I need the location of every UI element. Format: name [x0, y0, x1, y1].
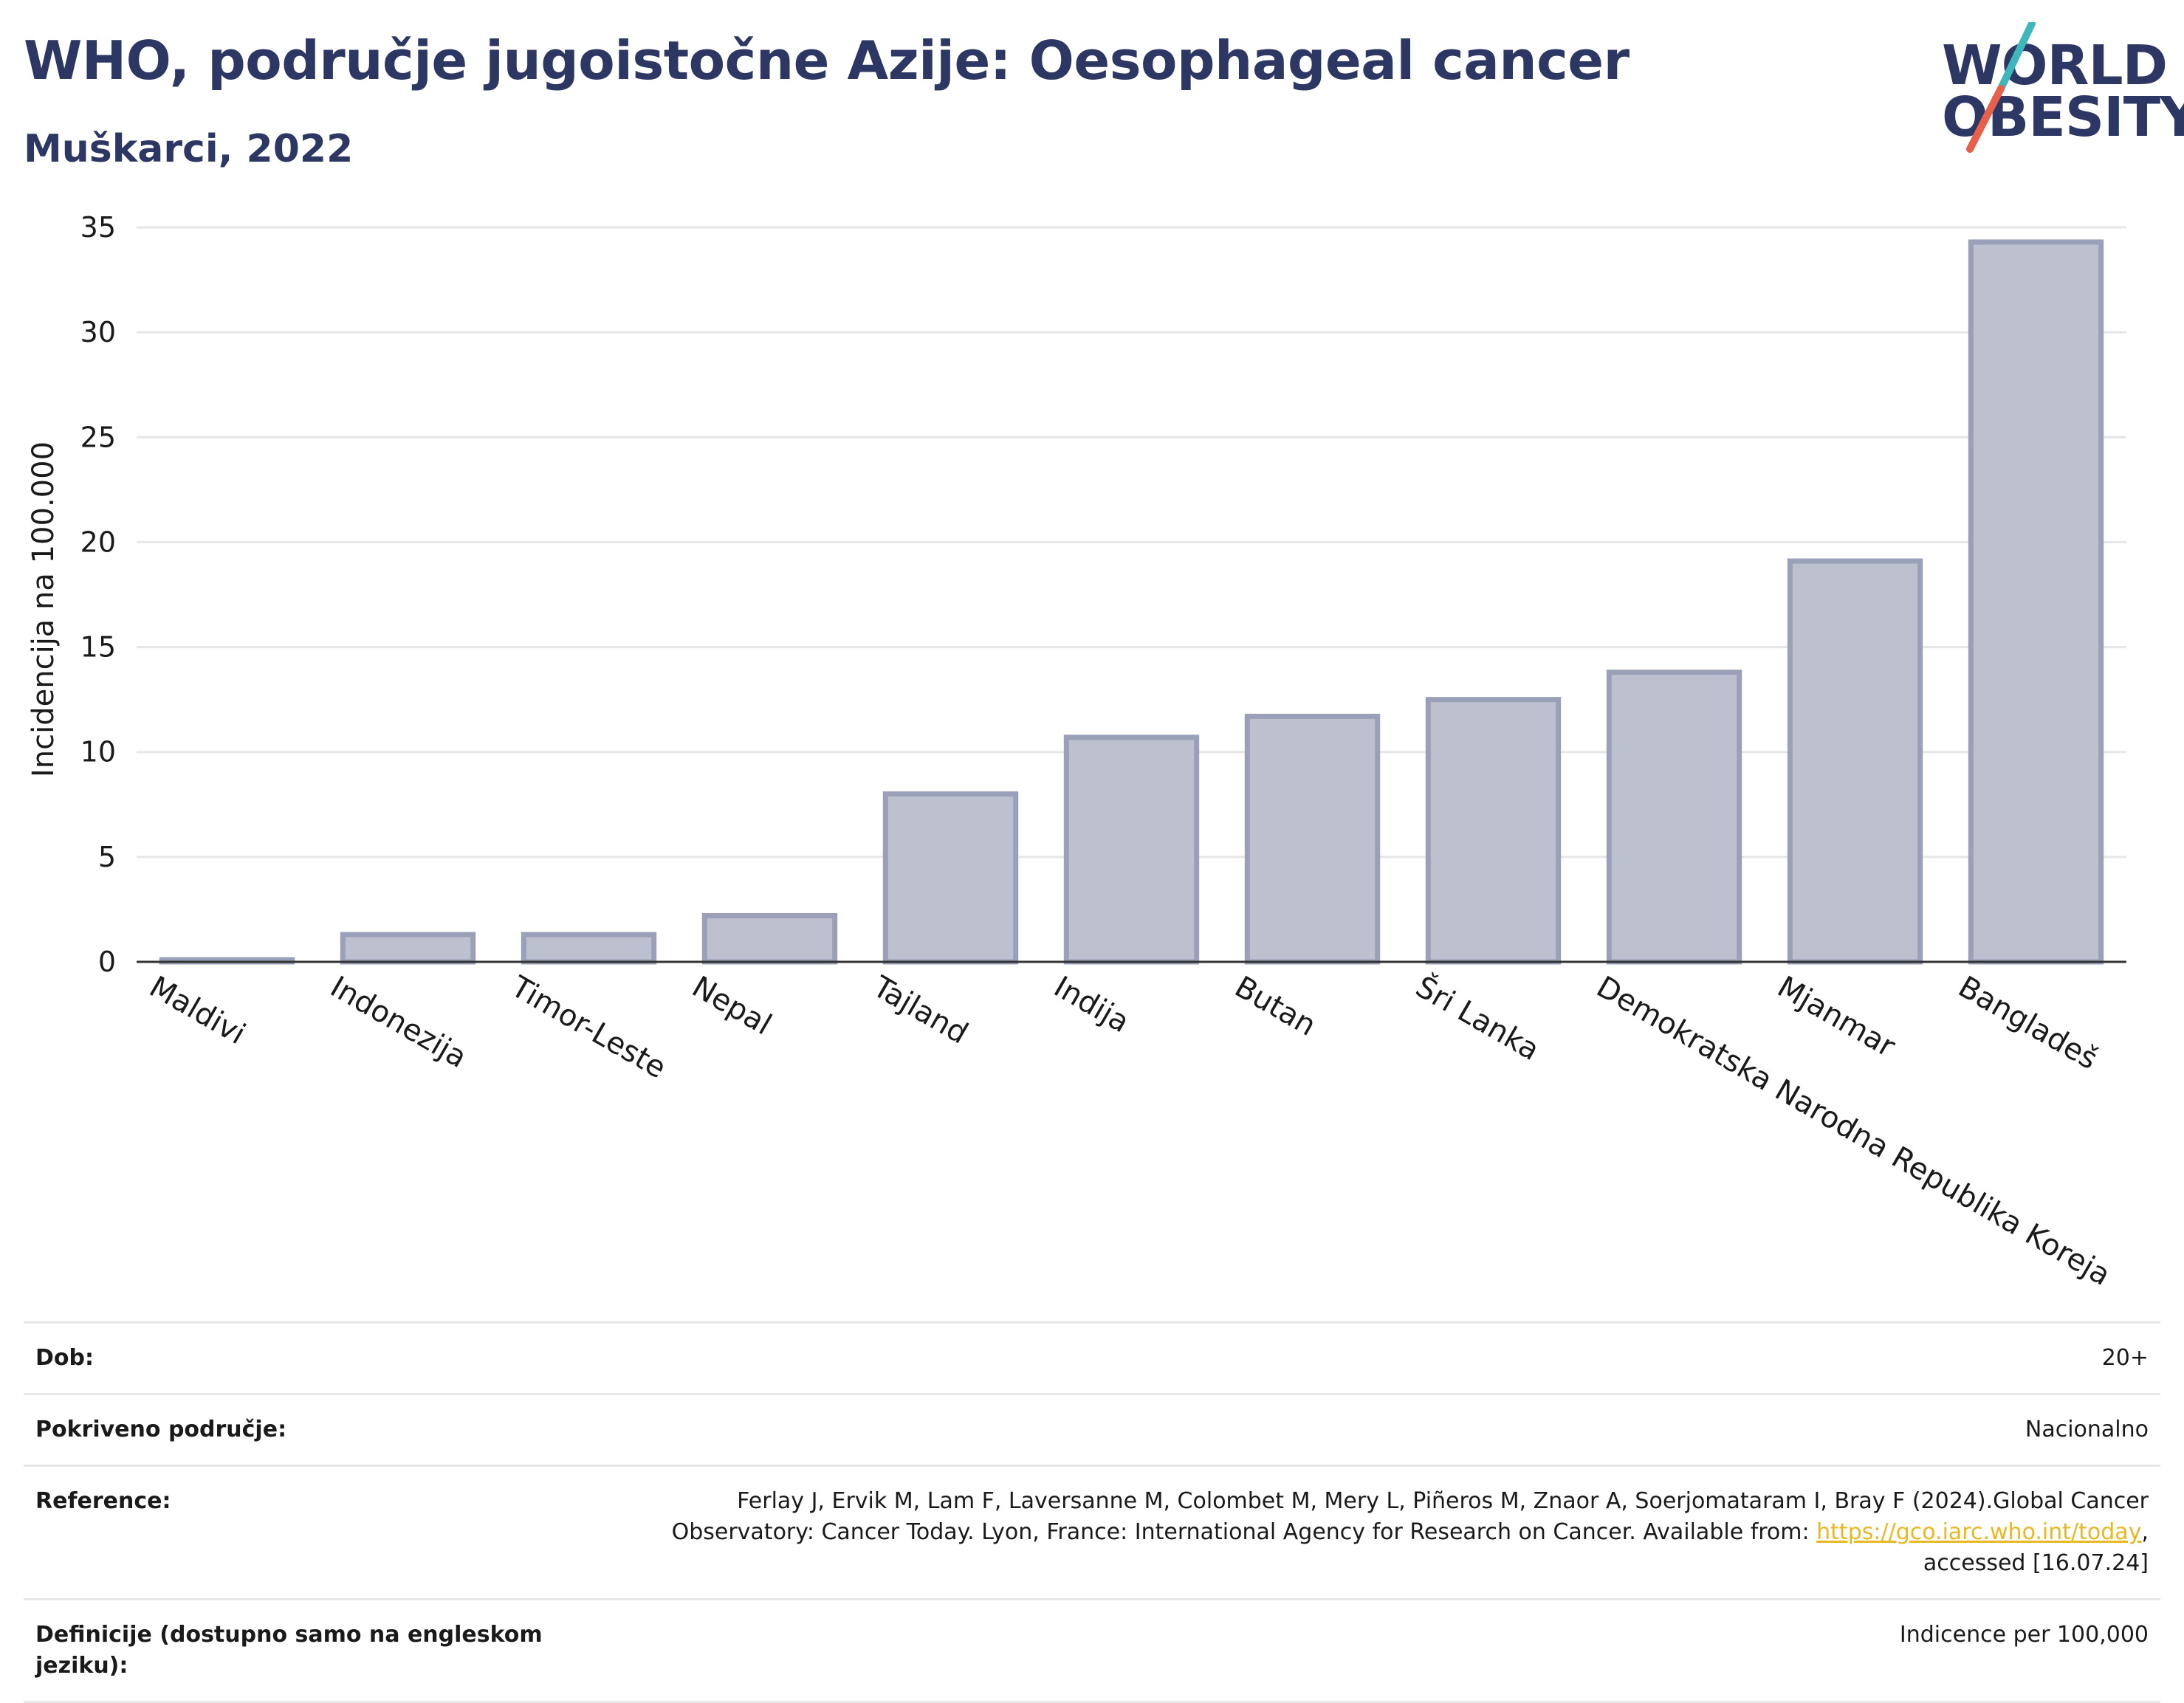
- x-tick-label: Indonezija: [325, 970, 473, 1075]
- meta-label: Dob:: [35, 1345, 94, 1371]
- y-tick-label: 15: [80, 631, 116, 664]
- bar[interactable]: [1968, 239, 2104, 965]
- reference-text: Ferlay J, Ervik M, Lam F, Laversanne M, …: [671, 1488, 2149, 1545]
- meta-value: Indicence per 100,000: [1899, 1622, 2149, 1648]
- x-tick-label: Timor-Leste: [505, 969, 672, 1085]
- x-tick-label: Šri Lanka: [1410, 969, 1546, 1067]
- reference-link[interactable]: https://gco.iarc.who.int/today: [1816, 1519, 2142, 1545]
- x-tick-label: Maldivi: [144, 970, 251, 1052]
- meta-label: Reference:: [35, 1488, 171, 1514]
- x-tick-label: Nepal: [687, 970, 777, 1042]
- bar[interactable]: [340, 932, 476, 965]
- bar[interactable]: [882, 791, 1019, 965]
- meta-row-coverage: Pokriveno područje: Nacionalno: [24, 1393, 2160, 1465]
- x-tick-label: Butan: [1229, 970, 1322, 1043]
- meta-row-reference: Reference: Ferlay J, Ervik M, Lam F, Lav…: [24, 1465, 2160, 1598]
- bar[interactable]: [1244, 713, 1381, 965]
- bar-chart: 0 5 10 15 20 25 30 35 Maldivi Indonezija Timor-Le…: [27, 211, 2126, 1293]
- y-tick-label: 5: [98, 841, 116, 873]
- y-tick-label: 10: [80, 736, 116, 768]
- bar[interactable]: [1787, 558, 1923, 965]
- logo-slash-icon: [1966, 22, 2036, 153]
- meta-value: 20+: [2101, 1345, 2149, 1371]
- meta-row-definitions: Definicije (dostupno samo na engleskom j…: [24, 1598, 2160, 1703]
- y-tick-label: 25: [80, 421, 116, 453]
- bar[interactable]: [521, 932, 657, 965]
- y-tick-label: 20: [80, 526, 116, 558]
- y-tick-label: 35: [80, 211, 116, 244]
- y-tick-labels: 0 5 10 15 20 25 30 35: [80, 211, 116, 978]
- meta-label: Definicije (dostupno samo na engleskom j…: [35, 1622, 543, 1679]
- bar[interactable]: [1606, 670, 1742, 965]
- x-tick-labels: Maldivi Indonezija Timor-Leste Nepal Tajland…: [144, 969, 2116, 1293]
- bar[interactable]: [701, 912, 838, 965]
- meta-label: Pokriveno područje:: [35, 1417, 287, 1442]
- chart-subtitle: Muškarci, 2022: [24, 127, 354, 171]
- meta-value: Ferlay J, Ervik M, Lam F, Laversanne M, …: [598, 1486, 2149, 1579]
- x-tick-label: Tajland: [867, 969, 974, 1050]
- y-tick-label: 30: [80, 316, 116, 348]
- x-tick-label: Bangladeš: [1953, 970, 2104, 1076]
- world-obesity-logo: WORLD OBESITY: [1920, 22, 2184, 162]
- chart-title: WHO, područje jugoistočne Azije: Oesopha…: [24, 30, 1630, 92]
- x-tick-label: Indija: [1048, 970, 1136, 1039]
- metadata-table: Dob: 20+ Pokriveno područje: Nacionalno …: [24, 1321, 2160, 1703]
- bar[interactable]: [1425, 697, 1562, 965]
- bars: [159, 239, 2104, 965]
- y-axis-label: Incidencija na 100.000: [27, 441, 61, 777]
- meta-value: Nacionalno: [2025, 1417, 2149, 1442]
- logo-line-1: WORLD: [1942, 34, 2168, 97]
- y-tick-label: 0: [98, 946, 116, 978]
- meta-row-age: Dob: 20+: [24, 1321, 2160, 1393]
- bar[interactable]: [1063, 734, 1200, 965]
- reference-accessed: , accessed [16.07.24]: [1923, 1519, 2149, 1576]
- x-tick-label: Mjanmar: [1772, 970, 1901, 1064]
